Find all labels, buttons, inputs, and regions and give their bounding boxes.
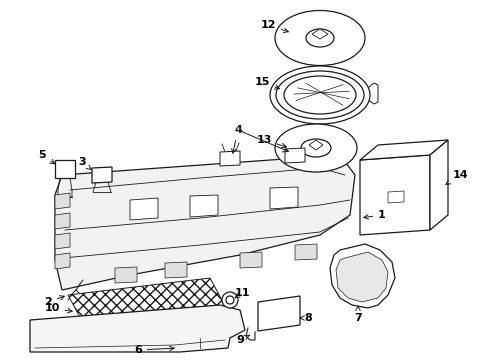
Ellipse shape (269, 66, 369, 124)
Ellipse shape (301, 139, 330, 157)
Polygon shape (55, 193, 70, 209)
Circle shape (222, 292, 238, 308)
Text: 15: 15 (254, 77, 279, 89)
Text: 11: 11 (234, 288, 249, 298)
Polygon shape (55, 160, 75, 178)
Polygon shape (359, 140, 447, 160)
Polygon shape (308, 140, 323, 150)
Polygon shape (429, 140, 447, 230)
Polygon shape (30, 305, 244, 352)
Polygon shape (329, 244, 394, 308)
Text: 4: 4 (231, 125, 242, 153)
Text: 14: 14 (445, 170, 467, 184)
Text: 5: 5 (38, 150, 55, 164)
Polygon shape (130, 198, 158, 220)
Circle shape (225, 296, 234, 304)
Polygon shape (335, 252, 387, 302)
Polygon shape (115, 267, 137, 283)
Polygon shape (269, 187, 297, 209)
Text: 3: 3 (78, 157, 91, 170)
Polygon shape (311, 29, 327, 39)
Text: 9: 9 (236, 335, 249, 345)
Text: 2: 2 (44, 296, 64, 307)
Polygon shape (220, 151, 240, 166)
Polygon shape (164, 262, 186, 278)
Polygon shape (68, 278, 229, 332)
Ellipse shape (275, 71, 363, 119)
Polygon shape (92, 167, 112, 183)
Polygon shape (285, 148, 305, 163)
Polygon shape (55, 233, 70, 249)
Polygon shape (294, 244, 316, 260)
Text: 6: 6 (134, 345, 174, 355)
Text: 10: 10 (44, 303, 72, 313)
Ellipse shape (305, 29, 333, 47)
Ellipse shape (274, 10, 364, 66)
Text: 1: 1 (363, 210, 385, 220)
Text: 7: 7 (353, 306, 361, 323)
Polygon shape (190, 195, 218, 217)
Ellipse shape (274, 124, 356, 172)
Polygon shape (55, 213, 70, 229)
Polygon shape (359, 155, 429, 235)
Text: 8: 8 (300, 313, 311, 323)
Text: 13: 13 (256, 135, 285, 148)
Polygon shape (55, 253, 70, 269)
Polygon shape (258, 296, 299, 331)
Text: 12: 12 (260, 20, 288, 32)
Polygon shape (55, 155, 354, 290)
Polygon shape (240, 252, 262, 268)
Polygon shape (387, 191, 403, 203)
